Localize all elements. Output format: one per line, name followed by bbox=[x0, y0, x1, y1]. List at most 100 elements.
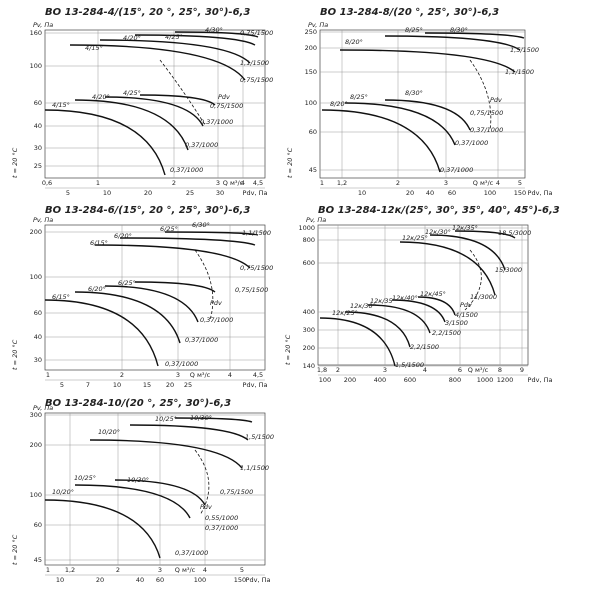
curve bbox=[391, 299, 446, 323]
curve-label: Pdv bbox=[210, 299, 222, 307]
x-tick-label-2: 5 bbox=[66, 189, 70, 197]
curve bbox=[319, 317, 396, 367]
y-tick-label: 600 bbox=[303, 259, 315, 267]
x-tick-label: 5 bbox=[518, 179, 522, 187]
y-unit: Pv, Па bbox=[306, 216, 326, 224]
x-tick-label-2: 10 bbox=[358, 189, 366, 197]
y-tick-label: 100 bbox=[30, 62, 42, 70]
x-tick-label: 3 bbox=[383, 366, 387, 374]
x-tick-label-2: 150 bbox=[234, 576, 246, 584]
x-tick-label-2: 10 bbox=[56, 576, 64, 584]
curve-label: 4/25° bbox=[165, 33, 183, 41]
curve-label: 11/3000 bbox=[470, 293, 497, 301]
curve-label: 10/30° bbox=[190, 414, 212, 422]
curve-label: 18,5/3000 bbox=[498, 229, 531, 237]
x-tick-label-2: 7 bbox=[86, 381, 90, 389]
curve-label: Pdv bbox=[460, 301, 472, 309]
curve-label: 0,37/1000 bbox=[185, 141, 218, 149]
curve-label: 10/25° bbox=[155, 415, 177, 423]
x-tick-label: Q м³/с bbox=[468, 366, 489, 374]
curve bbox=[99, 39, 251, 64]
curve bbox=[384, 35, 521, 51]
pdv-curve bbox=[194, 249, 214, 321]
plot-frame bbox=[44, 224, 266, 371]
y-tick-label: 200 bbox=[30, 228, 42, 236]
x-tick-label: 4 bbox=[228, 371, 232, 379]
curve-label: 12к/35° bbox=[370, 297, 396, 305]
curve bbox=[69, 44, 246, 81]
y-tick-label: 200 bbox=[303, 344, 315, 352]
curve-label: 4/30° bbox=[205, 26, 223, 34]
temperature: t = 20 °C bbox=[284, 334, 292, 365]
curve-label: 6/25° bbox=[160, 225, 178, 233]
curve bbox=[429, 234, 506, 271]
y-unit: Pv, Па bbox=[33, 21, 53, 29]
curve bbox=[344, 311, 411, 348]
curve bbox=[104, 96, 204, 127]
curve bbox=[129, 424, 249, 441]
curve-label: 8/25° bbox=[350, 93, 368, 101]
curve bbox=[44, 499, 161, 559]
curve-label: 1,5/1500 bbox=[245, 433, 274, 441]
temperature: t = 20 °C bbox=[11, 339, 19, 370]
x-tick-label: 8 bbox=[498, 366, 502, 374]
x-tick-label-2: Pdv, Па bbox=[243, 189, 268, 197]
x-tick-label-2: 20 bbox=[144, 189, 152, 197]
curve bbox=[74, 99, 189, 151]
x-tick-label-2: 200 bbox=[344, 376, 356, 384]
panel-title: ВО 13-284-6/(15°, 20 °, 25°, 30°)-6,3 bbox=[45, 205, 250, 216]
x-tick-label: 2 bbox=[396, 179, 400, 187]
y-tick-label: 45 bbox=[34, 556, 42, 564]
x-tick-label-2: 20 bbox=[96, 576, 104, 584]
curve-label: 0,37/1000 bbox=[175, 549, 208, 557]
x-tick-label-2: 100 bbox=[484, 189, 496, 197]
x-tick-label: 2 bbox=[120, 371, 124, 379]
curve-label: 10/30° bbox=[127, 476, 149, 484]
curve bbox=[339, 49, 516, 73]
x-tick-label-2: 400 bbox=[374, 376, 386, 384]
x-tick-label: 1 bbox=[320, 179, 324, 187]
temperature: t = 20 °C bbox=[11, 534, 19, 565]
x-tick-label: 2 bbox=[116, 566, 120, 574]
curve-label: Pdv bbox=[200, 503, 212, 511]
x-tick-label-2: 1000 bbox=[477, 376, 494, 384]
panel-title: ВО 13-284-4/(15°, 20 °, 25°, 30°)-6,3 bbox=[45, 7, 250, 18]
curve-label: 0,75/1500 bbox=[240, 76, 273, 84]
y-unit: Pv, Па bbox=[33, 404, 53, 412]
curve-label: 12к/40° bbox=[392, 294, 418, 302]
curve-label: 0,37/1000 bbox=[470, 126, 503, 134]
x-tick-label-2: 10 bbox=[113, 381, 121, 389]
y-tick-label: 30 bbox=[34, 356, 42, 364]
x-tick-label: 4,5 bbox=[253, 371, 263, 379]
curve bbox=[399, 241, 496, 296]
y-unit: Pv, Па bbox=[33, 216, 53, 224]
curve-label: 12к/25° bbox=[332, 309, 358, 317]
curve-label: 1,5/1500 bbox=[510, 46, 539, 54]
curve-label: 10/20° bbox=[98, 428, 120, 436]
x-tick-label-2: 800 bbox=[449, 376, 461, 384]
curve-label: 1,1/1500 bbox=[242, 229, 271, 237]
curve-label: 4/20° bbox=[123, 34, 141, 42]
x-tick-label-2: Pdv, Па bbox=[243, 381, 268, 389]
curve bbox=[44, 109, 166, 176]
curve-label: 2,2/1500 bbox=[432, 329, 461, 337]
y-tick-label: 100 bbox=[305, 99, 317, 107]
curve-label: 1,1/1500 bbox=[240, 59, 269, 67]
pdv-curve bbox=[194, 449, 210, 516]
curve bbox=[164, 231, 259, 236]
x-tick-label-2: 15 bbox=[143, 381, 151, 389]
curve-label: 8/20° bbox=[345, 38, 363, 46]
curve-label: 12к/30° bbox=[425, 228, 451, 236]
curve-label: 0,75/1500 bbox=[240, 264, 273, 272]
curve bbox=[344, 102, 456, 146]
x-tick-label: 0,6 bbox=[42, 179, 52, 187]
curve-label: 0,37/1000 bbox=[165, 360, 198, 368]
x-tick-label: 2 bbox=[336, 366, 340, 374]
curve-label: 0,37/1000 bbox=[440, 166, 473, 174]
curve-label: 0,75/1500 bbox=[210, 102, 243, 110]
curve-label: 0,37/1000 bbox=[170, 166, 203, 174]
x-tick-label: 1 bbox=[46, 566, 50, 574]
y-tick-label: 25 bbox=[34, 162, 42, 170]
x-tick-label: Q м³/с bbox=[175, 566, 196, 574]
panel-title: ВО 13-284-12к/(25°, 30°, 35°, 40°, 45°)-… bbox=[318, 205, 560, 216]
